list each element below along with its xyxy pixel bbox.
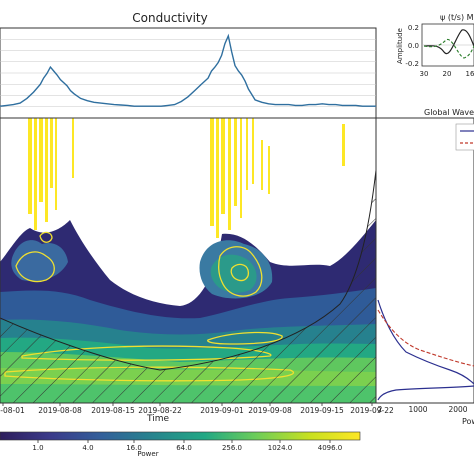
amplitude-label: Amplitude [396,28,404,64]
wavelet-panel [0,117,377,404]
colorbar-ticks: 1.0 4.0 16.0 64.0 256.0 1024.0 4096.0 [32,440,342,452]
colorbar-tick-label: 1.0 [32,444,43,452]
colorbar-tick-label: 64.0 [176,444,192,452]
global-xlabel: Powe [462,417,474,426]
global-power-line [377,299,474,401]
time-axis-tick-label: 2019-09-01 [200,406,244,415]
conductivity-series-line [0,33,376,107]
time-axis-tick-label: 2019-08-01 [0,406,25,415]
high-power-streaks [28,118,345,238]
global-significance-line [377,309,474,367]
global-wavelet-panel: Global Wavel 2 1000 2000 Powe [375,108,474,426]
power-colorbar: 1.0 4.0 16.0 64.0 256.0 1024.0 4096.0 Power [0,431,361,458]
time-axis-tick-label: 2019-08-08 [38,406,82,415]
conductivity-title: Conductivity [132,11,207,25]
global-xtick-1: 2 [378,405,383,414]
global-wavelet-title: Global Wavel [424,108,474,117]
colorbar-tick-label: 16.0 [126,444,142,452]
mother-ytick-mid: 0.0 [408,42,419,50]
time-axis-tick-label: 2019-09-15 [300,406,344,415]
mother-ytick-top: 0.2 [408,24,419,32]
time-axis-tick-label: 2019-08-15 [91,406,135,415]
cone-of-influence [0,169,376,403]
mother-xtick-1: 30 [420,70,429,78]
mother-wavelet-title: ψ (t/s) M [440,13,474,22]
conductivity-grid [0,38,376,108]
colorbar-label: Power [137,450,158,458]
mother-ytick-bottom: -0.2 [405,60,419,68]
mother-xtick-2: 20 [443,70,452,78]
time-axis-label: Time [146,414,169,424]
mother-xtick-3: 16 [466,70,474,78]
global-wavelet-legend [455,123,474,151]
colorbar-tick-label: 4096.0 [318,444,343,452]
mother-wavelet-panel: ψ (t/s) M Amplitude 0.2 0.0 -0.2 30 20 1… [396,13,474,78]
time-axis-tick-label: 2019-09-08 [248,406,292,415]
colorbar-tick-label: 256.0 [222,444,242,452]
time-axis-tick-label: 2019-08-22 [138,406,182,415]
time-axis-ticks: 2019-08-01 2019-08-08 2019-08-152019-08-22… [0,403,394,415]
colorbar-tick-label: 1024.0 [268,444,293,452]
time-axis-tick-label: 2019-09-22 [350,406,394,415]
wavelet-imag-part-line [423,38,474,59]
global-xtick-3: 2000 [448,405,467,414]
conductivity-panel [0,27,377,119]
colorbar-tick-label: 4.0 [82,444,93,452]
global-xtick-2: 1000 [408,405,427,414]
